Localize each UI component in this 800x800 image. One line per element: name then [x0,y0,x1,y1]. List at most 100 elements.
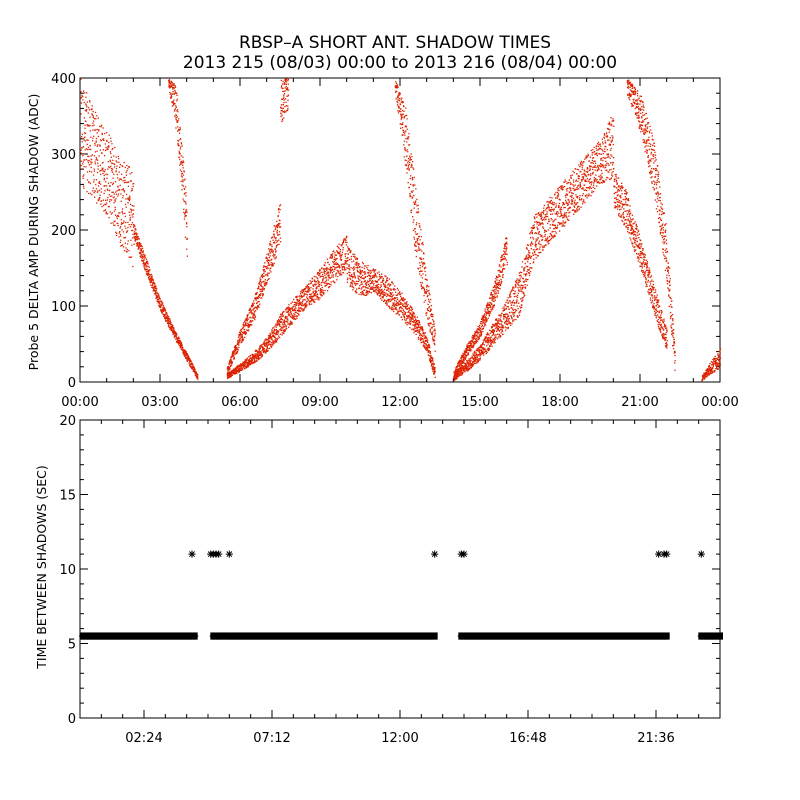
data-point [92,174,95,176]
data-point [246,359,248,361]
data-point [274,329,276,331]
data-point [263,289,265,291]
data-point [421,261,423,263]
data-point [413,201,415,203]
data-point [237,342,239,345]
data-point [296,312,299,315]
data-point [399,110,401,112]
data-point [276,220,278,222]
data-point [342,263,344,265]
data-point [410,175,412,177]
data-point [250,310,252,312]
data-point [418,249,420,251]
data-point [252,308,255,310]
data-point [307,286,310,288]
data-point [342,240,345,243]
data-point [415,330,417,332]
data-point [184,236,187,238]
data-point [430,361,432,363]
data-point [459,362,461,364]
data-point [427,317,429,319]
data-point [229,371,231,373]
data-point [386,293,388,295]
data-point [399,103,402,106]
data-point [363,281,365,283]
data-point [258,296,261,298]
data-point [306,296,308,298]
data-point [385,300,387,302]
data-point [333,281,335,283]
data-point [308,287,310,289]
data-point [347,246,349,248]
data-point [280,110,282,112]
data-point [427,295,429,297]
data-point [305,306,308,308]
data-point [498,274,500,276]
data-point [174,334,176,336]
data-point [184,354,187,357]
data-point [373,287,376,289]
data-point [283,96,285,98]
data-point [267,344,269,346]
data-point [318,272,320,274]
data-point [84,136,86,138]
top-x-tick-label: 00:00 [61,395,98,410]
data-point [183,171,185,173]
data-point [382,295,384,297]
data-point [480,330,482,332]
data-point [289,324,291,326]
data-point [412,315,414,317]
data-point [143,259,145,261]
data-point [241,368,243,370]
data-point [286,109,288,112]
data-point [386,301,388,303]
data-point [387,284,389,286]
data-point [185,209,188,211]
data-point [123,190,125,192]
data-point [183,352,186,354]
data-point [266,343,268,345]
data-point [145,264,147,266]
data-point [269,244,271,246]
data-point [271,236,274,238]
data-point [419,257,421,259]
data-point [276,339,278,341]
data-point [185,211,187,213]
data-point [346,259,348,262]
data-point [186,238,188,240]
data-point [89,100,91,102]
data-point [303,299,305,301]
data-point [410,318,412,320]
data-point [178,156,180,159]
data-point [386,286,388,289]
data-point [381,291,384,293]
data-point [252,356,254,358]
data-point [104,155,106,157]
data-point [175,117,177,119]
data-point [290,322,292,324]
data-point [385,292,387,294]
data-point [254,357,256,359]
data-point [106,139,108,142]
data-point [94,161,96,163]
data-point [285,111,287,113]
data-point [425,347,428,349]
data-point [101,169,103,171]
data-point [168,84,170,86]
data-point [392,294,395,296]
data-point [303,288,306,290]
data-point [474,333,476,335]
data-point [226,373,228,376]
data-point [369,288,371,290]
data-point [275,256,277,258]
data-point [372,280,374,283]
data-point [394,300,396,302]
data-point [266,350,268,352]
data-point [401,319,403,321]
data-point [295,304,297,306]
data-point [462,356,464,358]
data-point [145,265,147,267]
data-point [405,130,407,132]
data-point [400,101,402,103]
data-point [229,368,231,370]
